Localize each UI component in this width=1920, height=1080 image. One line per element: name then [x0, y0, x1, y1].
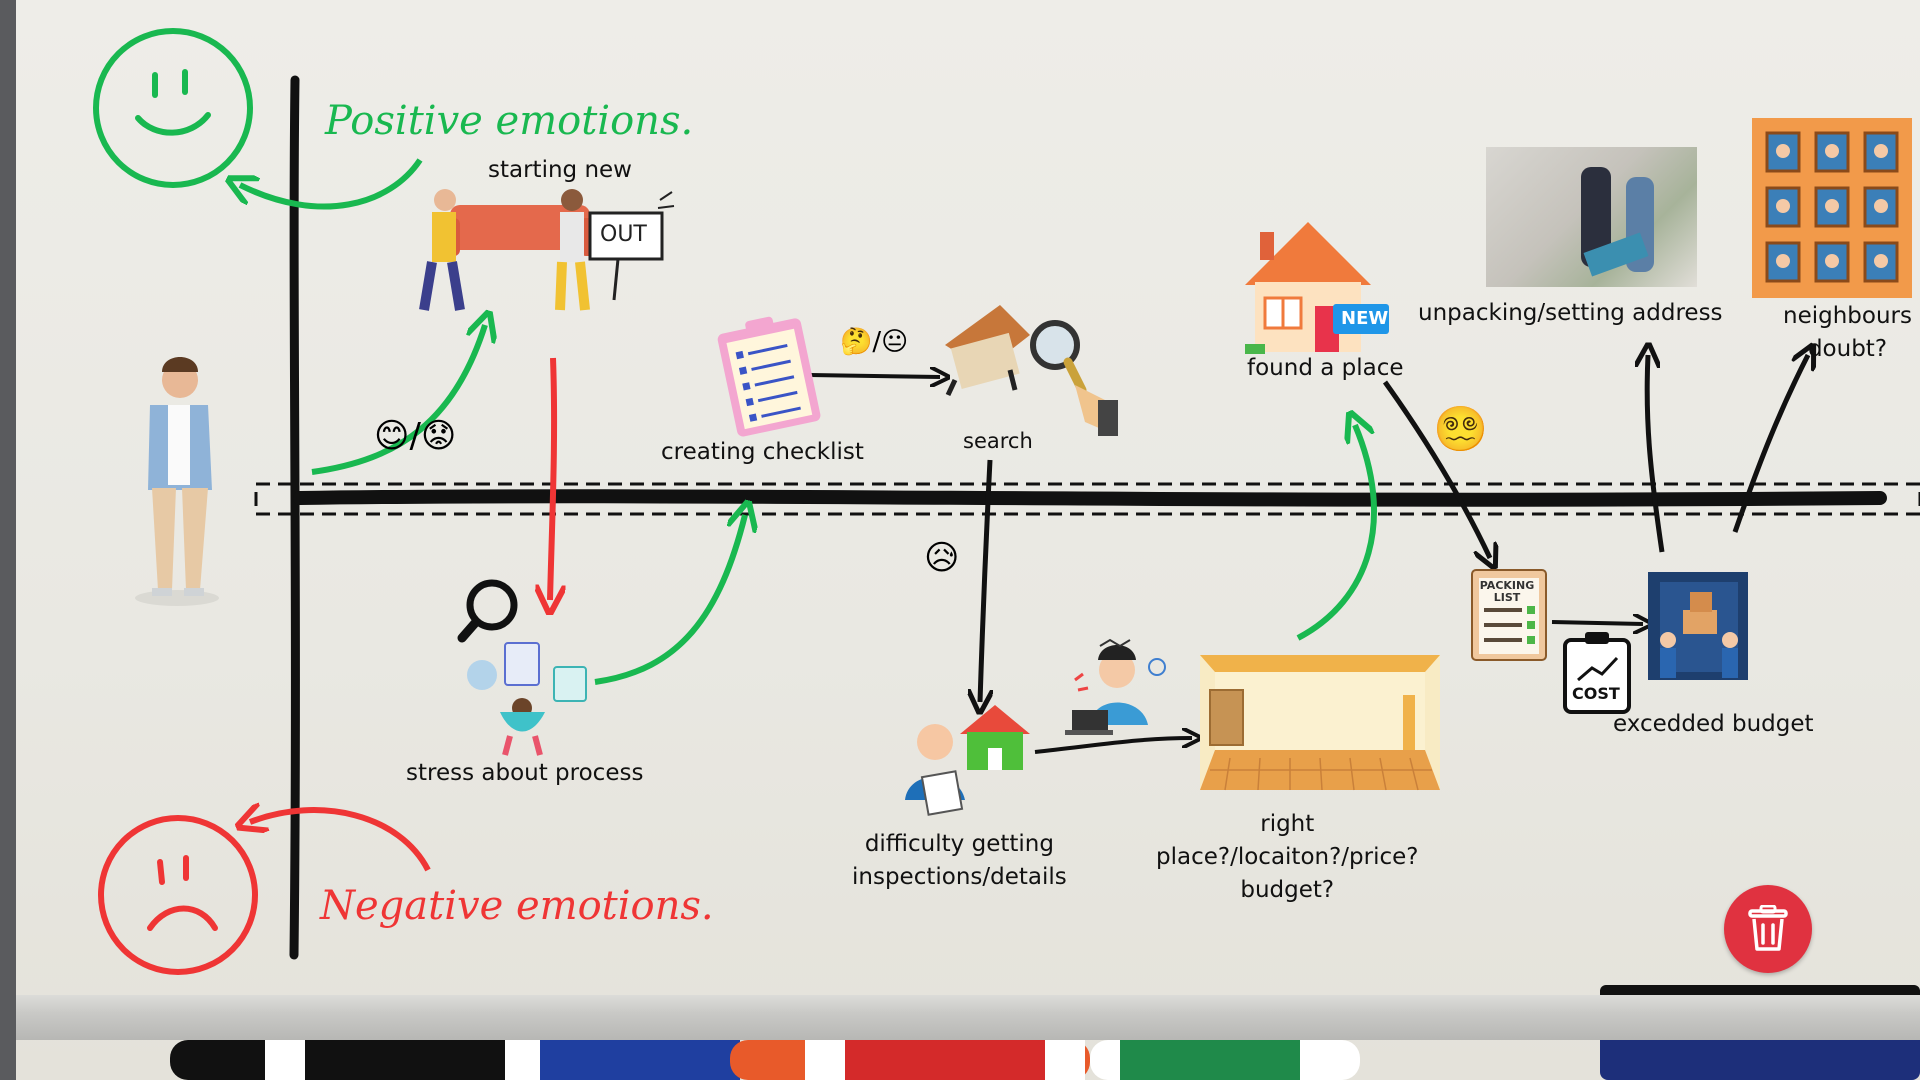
- arrow-starting-new-to-stress: [550, 357, 554, 600]
- label-stress-about-process: stress about process: [406, 760, 644, 786]
- delete-button[interactable]: [1724, 885, 1812, 973]
- out-sign-icon: [588, 191, 675, 301]
- board-frame: [0, 0, 16, 1080]
- moving-truck-icon: [1648, 572, 1748, 680]
- arrow-search-to-difficulty: [980, 459, 990, 702]
- arrow-packing-to-truck: [1551, 622, 1643, 624]
- label-neighbours-line2: doubt?: [1807, 336, 1888, 362]
- movers-sofa-icon: [419, 189, 600, 311]
- label-difficulty-line2: inspections/details: [852, 864, 1067, 890]
- neutral-band: [254, 482, 1920, 516]
- label-right-place-line2: place?/locaiton?/price?: [1156, 844, 1419, 870]
- arrow-found-to-packing: [1382, 380, 1490, 558]
- neutral-line: [293, 489, 1887, 507]
- persona-person-icon: [135, 357, 219, 606]
- label-right-place: right place?/locaiton?/price? budget?: [1156, 808, 1419, 907]
- positive-emotions-title: Positive emotions.: [325, 98, 694, 144]
- marker-tray-ledge: [16, 995, 1920, 1040]
- negative-arrow: [250, 810, 431, 872]
- markers-tray: [170, 985, 1920, 1080]
- checklist-icon: [717, 316, 821, 437]
- cost-text: COST: [1572, 684, 1620, 703]
- difficulty-person-house-icon: [905, 705, 1030, 816]
- label-neighbours-line1: neighbours: [1783, 303, 1912, 329]
- thinking-neutral-emoji: 🤔/😐: [840, 327, 909, 357]
- label-right-place-line3: budget?: [1240, 877, 1335, 903]
- windows-grid-icon: [1765, 131, 1899, 283]
- happy-worried-emoji: 😊/😟: [374, 416, 457, 456]
- label-found-a-place: found a place: [1247, 355, 1404, 381]
- label-search: search: [963, 429, 1033, 453]
- confused-emoji: 😵‍💫: [1433, 404, 1488, 455]
- arrow-truck-to-unpacking: [1647, 355, 1665, 553]
- cost-clipboard-icon: [1563, 632, 1631, 714]
- label-neighbours: neighbours doubt?: [1783, 300, 1912, 366]
- positive-arrow: [240, 158, 423, 210]
- search-house-icon: [945, 305, 1118, 436]
- negative-emotions-title: Negative emotions.: [320, 883, 714, 929]
- out-sign-text: OUT: [600, 222, 647, 247]
- arrow-difficulty-to-emptyroom: [1034, 738, 1192, 754]
- label-difficulty: difficulty getting inspections/details: [852, 828, 1067, 894]
- packing-list-text: PACKING LIST: [1479, 579, 1535, 604]
- stressed-man-laptop-icon: [1065, 638, 1166, 735]
- trash-icon: [1748, 905, 1788, 951]
- label-difficulty-line1: difficulty getting: [864, 831, 1054, 857]
- stress-person-icon: [457, 579, 587, 756]
- arrow-truck-to-neighbours: [1732, 355, 1808, 533]
- new-badge-text: NEW: [1341, 308, 1389, 329]
- found-house-icon: [1245, 222, 1389, 354]
- arrow-start-to-starting-new: [311, 325, 485, 475]
- sad-emoji: 😥: [924, 538, 960, 578]
- arrow-room-to-found: [1296, 425, 1377, 641]
- arrow-checklist-to-search: [809, 375, 940, 377]
- unpacking-photo: [1486, 147, 1697, 287]
- sad-face-icon: [98, 815, 258, 975]
- label-unpacking: unpacking/setting address: [1418, 300, 1723, 326]
- happy-face-icon: [93, 28, 253, 188]
- label-creating-checklist: creating checklist: [661, 439, 864, 465]
- label-exceeded-budget: excedded budget: [1613, 711, 1814, 737]
- label-starting-new: starting new: [488, 157, 632, 183]
- neighbours-windows-photo: [1752, 118, 1912, 298]
- empty-room-icon: [1200, 655, 1440, 791]
- label-right-place-line1: right: [1260, 811, 1315, 837]
- packing-list-icon: [1471, 569, 1547, 661]
- vertical-axis: [289, 75, 300, 960]
- arrow-stress-to-checklist: [594, 515, 745, 685]
